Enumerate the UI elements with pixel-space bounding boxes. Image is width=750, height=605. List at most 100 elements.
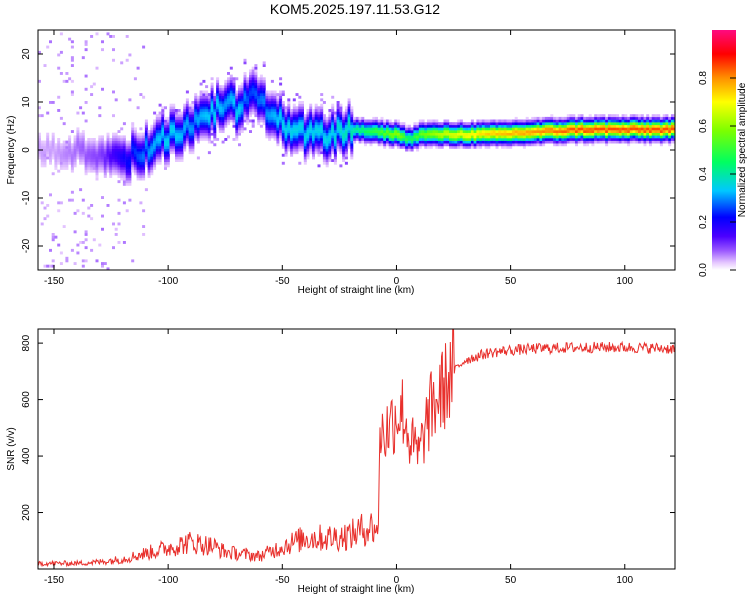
heatmap-cell	[432, 143, 436, 147]
heatmap-cell	[155, 159, 159, 162]
heatmap-cell	[120, 175, 124, 178]
heatmap-cell	[487, 124, 491, 128]
heatmap-cell	[509, 132, 513, 136]
heatmap-cell	[268, 95, 272, 99]
heatmap-cell	[46, 140, 50, 144]
heatmap-cell	[440, 130, 444, 133]
heatmap-cell	[224, 114, 228, 118]
heatmap-cell	[550, 119, 554, 123]
heatmap-cell	[221, 109, 225, 112]
heatmap-cell	[410, 143, 414, 147]
heatmap-cell	[621, 122, 625, 126]
heatmap-cell	[284, 130, 288, 133]
heatmap-cell	[51, 140, 55, 144]
heatmap-cell	[596, 135, 600, 139]
heatmap-cell	[125, 164, 129, 168]
heatmap-cell	[158, 122, 162, 126]
heatmap-cell	[599, 138, 603, 141]
heatmap-cell	[281, 119, 285, 123]
heatmap-cell	[670, 124, 674, 128]
heatmap-cell	[257, 77, 261, 81]
heatmap-cell	[380, 132, 384, 136]
heatmap-cell	[410, 148, 414, 152]
heatmap-cell	[662, 119, 666, 123]
heatmap-cell	[605, 127, 609, 131]
heatmap-cell	[46, 45, 50, 49]
heatmap-cell	[599, 127, 603, 131]
heatmap-cell	[501, 145, 504, 149]
heatmap-cell	[194, 101, 198, 104]
heatmap-cell	[98, 140, 102, 144]
heatmap-cell	[81, 111, 85, 115]
heatmap-cell	[624, 124, 628, 128]
heatmap-cell	[95, 148, 99, 152]
heatmap-cell	[210, 140, 214, 144]
heatmap-cell	[207, 138, 211, 141]
heatmap-cell	[180, 151, 184, 155]
heatmap-cell	[153, 151, 157, 155]
heatmap-cell	[514, 138, 518, 141]
heatmap-cell	[54, 145, 58, 149]
heatmap-cell	[347, 106, 351, 110]
heatmap-cell	[122, 241, 126, 244]
heatmap-cell	[131, 164, 135, 168]
heatmap-cell	[353, 116, 357, 120]
heatmap-cell	[495, 145, 499, 149]
heatmap-cell	[101, 148, 104, 152]
heatmap-cell	[657, 124, 661, 128]
heatmap-cell	[128, 140, 132, 144]
heatmap-cell	[205, 132, 209, 136]
heatmap-cell	[561, 143, 565, 147]
heatmap-cell	[243, 93, 247, 96]
heatmap-cell	[133, 156, 137, 160]
heatmap-cell	[273, 122, 277, 126]
heatmap-cell	[377, 119, 381, 123]
heatmap-cell	[150, 161, 154, 165]
heatmap-cell	[350, 124, 354, 128]
heatmap-cell	[139, 201, 143, 205]
heatmap-cell	[659, 140, 663, 144]
heatmap-cell	[196, 116, 200, 120]
heatmap-cell	[481, 143, 485, 147]
heatmap-cell	[207, 114, 211, 118]
heatmap-cell	[309, 140, 313, 144]
heatmap-cell	[46, 156, 50, 160]
heatmap-cell	[331, 135, 335, 139]
heatmap-cell	[528, 138, 532, 141]
heatmap-cell	[84, 151, 88, 155]
heatmap-cell	[81, 156, 85, 160]
heatmap-cell	[131, 145, 135, 149]
heatmap-cell	[355, 116, 359, 120]
heatmap-cell	[542, 132, 546, 136]
heatmap-cell	[525, 132, 529, 136]
heatmap-cell	[221, 111, 225, 115]
heatmap-cell	[405, 124, 409, 128]
heatmap-cell	[312, 132, 315, 136]
heatmap-cell	[607, 119, 611, 123]
heatmap-cell	[317, 143, 321, 147]
heatmap-cell	[487, 132, 491, 136]
heatmap-cell	[369, 140, 373, 144]
heatmap-cell	[451, 130, 455, 133]
heatmap-cell	[416, 130, 420, 133]
heatmap-cell	[301, 127, 304, 131]
heatmap-cell	[588, 124, 592, 128]
heatmap-cell	[213, 138, 217, 141]
heatmap-cell	[155, 124, 159, 128]
heatmap-cell	[520, 140, 524, 144]
heatmap-cell	[276, 132, 280, 136]
heatmap-cell	[106, 161, 110, 165]
heatmap-cell	[314, 114, 318, 118]
heatmap-cell	[629, 124, 633, 128]
heatmap-cell	[596, 116, 600, 120]
heatmap-cell	[57, 169, 61, 173]
heatmap-cell	[550, 132, 554, 136]
heatmap-cell	[416, 122, 420, 126]
heatmap-cell	[90, 143, 94, 147]
heatmap-cell	[353, 140, 357, 144]
heatmap-cell	[353, 130, 357, 133]
heatmap-cell	[62, 225, 66, 228]
heatmap-cell	[383, 119, 387, 123]
heatmap-cell	[380, 122, 384, 126]
heatmap-cell	[202, 103, 206, 107]
